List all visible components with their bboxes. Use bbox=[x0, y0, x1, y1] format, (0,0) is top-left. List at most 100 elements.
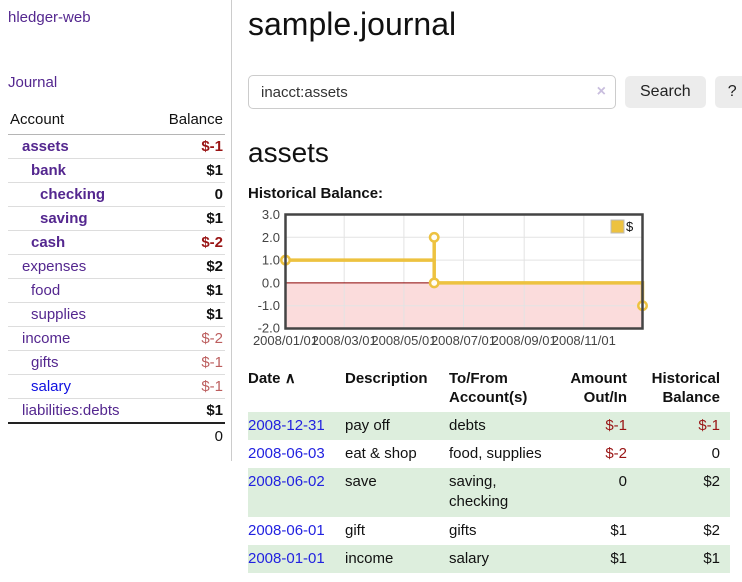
register-table: Date ∧ Description To/From Account(s) Am… bbox=[248, 368, 730, 573]
transaction-date-link[interactable]: 2008-06-03 bbox=[248, 445, 325, 462]
account-row-cash: cash $-2 bbox=[8, 231, 225, 255]
balance-column-header: Balance bbox=[151, 107, 225, 135]
transaction-description: eat & shop bbox=[345, 440, 449, 468]
transaction-amount: $-1 bbox=[557, 412, 637, 440]
x-axis-labels: 2008/01/01 2008/03/01 2008/05/01 2008/07… bbox=[253, 333, 616, 348]
account-balance: $1 bbox=[151, 279, 225, 303]
svg-text:2008/11/01: 2008/11/01 bbox=[552, 333, 616, 348]
svg-text:-1.0: -1.0 bbox=[258, 298, 280, 313]
transaction-description: income bbox=[345, 545, 449, 573]
transaction-date-link[interactable]: 2008-06-02 bbox=[248, 473, 325, 490]
register-row: 2008-12-31 pay off debts $-1 $-1 bbox=[248, 412, 730, 440]
account-link-saving[interactable]: saving bbox=[40, 210, 88, 227]
sort-ascending-icon: ∧ bbox=[285, 370, 296, 387]
chart-legend: $ bbox=[611, 219, 634, 234]
transaction-accounts: food, supplies bbox=[449, 440, 557, 468]
account-link-income[interactable]: income bbox=[22, 330, 70, 347]
account-link-salary[interactable]: salary bbox=[31, 378, 71, 395]
transaction-balance: $2 bbox=[637, 517, 730, 545]
svg-text:2008/09/01: 2008/09/01 bbox=[492, 333, 557, 348]
account-balance: $2 bbox=[151, 255, 225, 279]
transaction-amount: 0 bbox=[557, 468, 637, 517]
transaction-accounts: debts bbox=[449, 412, 557, 440]
transaction-date-link[interactable]: 2008-01-01 bbox=[248, 550, 325, 567]
account-link-bank[interactable]: bank bbox=[31, 162, 66, 179]
search-form: × Search ? bbox=[248, 75, 742, 109]
clear-search-icon[interactable]: × bbox=[597, 82, 606, 102]
amount-column-header: Amount Out/In bbox=[557, 368, 637, 412]
search-input[interactable] bbox=[248, 75, 616, 109]
app-title-link[interactable]: hledger-web bbox=[8, 9, 225, 26]
accounts-table: Account Balance assets $-1 bank $1 check… bbox=[8, 107, 225, 449]
main-content: sample.journal × Search ? assets Histori… bbox=[232, 0, 742, 573]
historical-balance-chart: $ 3.0 2.0 1.0 0.0 -1.0 -2.0 2008/01/01 2… bbox=[248, 210, 742, 352]
account-row-checking: checking 0 bbox=[8, 183, 225, 207]
accounts-total-row: 0 bbox=[8, 423, 225, 449]
transaction-description: pay off bbox=[345, 412, 449, 440]
account-row-assets: assets $-1 bbox=[8, 135, 225, 159]
page: hledger-web Journal Account Balance asse… bbox=[0, 0, 742, 573]
svg-text:1.0: 1.0 bbox=[262, 253, 280, 268]
account-row-food: food $1 bbox=[8, 279, 225, 303]
account-row-salary: salary $-1 bbox=[8, 375, 225, 399]
account-link-gifts[interactable]: gifts bbox=[31, 354, 59, 371]
svg-text:2.0: 2.0 bbox=[262, 230, 280, 245]
account-link-assets[interactable]: assets bbox=[22, 138, 69, 155]
transaction-accounts: salary bbox=[449, 545, 557, 573]
transaction-balance: 0 bbox=[637, 440, 730, 468]
search-box: × bbox=[248, 75, 616, 109]
description-column-header: Description bbox=[345, 368, 449, 412]
transaction-accounts: saving, checking bbox=[449, 468, 557, 517]
account-balance: $-2 bbox=[151, 327, 225, 351]
transaction-balance: $1 bbox=[637, 545, 730, 573]
account-balance: $-1 bbox=[151, 375, 225, 399]
account-row-income: income $-2 bbox=[8, 327, 225, 351]
account-row-bank: bank $1 bbox=[8, 159, 225, 183]
account-row-supplies: supplies $1 bbox=[8, 303, 225, 327]
account-balance: $-1 bbox=[151, 135, 225, 159]
account-balance: $1 bbox=[151, 159, 225, 183]
sidebar: hledger-web Journal Account Balance asse… bbox=[0, 0, 232, 461]
transaction-date-link[interactable]: 2008-12-31 bbox=[248, 417, 325, 434]
transaction-accounts: gifts bbox=[449, 517, 557, 545]
register-row: 2008-06-01 gift gifts $1 $2 bbox=[248, 517, 730, 545]
transaction-balance: $2 bbox=[637, 468, 730, 517]
search-help-button[interactable]: ? bbox=[715, 76, 742, 108]
account-balance: $1 bbox=[151, 399, 225, 424]
y-axis-labels: 3.0 2.0 1.0 0.0 -1.0 -2.0 bbox=[258, 210, 280, 336]
transaction-amount: $1 bbox=[557, 545, 637, 573]
page-title: sample.journal bbox=[248, 6, 742, 43]
accounts-column-header: To/From Account(s) bbox=[449, 368, 557, 412]
legend-label: $ bbox=[626, 219, 634, 234]
transaction-description: gift bbox=[345, 517, 449, 545]
account-link-food[interactable]: food bbox=[31, 282, 60, 299]
search-button[interactable]: Search bbox=[625, 76, 706, 108]
transaction-amount: $-2 bbox=[557, 440, 637, 468]
svg-text:2008/05/01: 2008/05/01 bbox=[371, 333, 436, 348]
account-row-expenses: expenses $2 bbox=[8, 255, 225, 279]
transaction-amount: $1 bbox=[557, 517, 637, 545]
transaction-description: save bbox=[345, 468, 449, 517]
transaction-balance: $-1 bbox=[637, 412, 730, 440]
account-link-cash[interactable]: cash bbox=[31, 234, 65, 251]
account-heading: assets bbox=[248, 137, 742, 169]
account-column-header: Account bbox=[8, 107, 151, 135]
chart-title: Historical Balance: bbox=[248, 185, 742, 202]
date-column-header[interactable]: Date ∧ bbox=[248, 368, 345, 412]
account-link-liabilities-debts[interactable]: liabilities:debts bbox=[22, 402, 120, 419]
accounts-total: 0 bbox=[151, 423, 225, 449]
account-link-expenses[interactable]: expenses bbox=[22, 258, 86, 275]
svg-text:0.0: 0.0 bbox=[262, 275, 280, 290]
account-balance: 0 bbox=[151, 183, 225, 207]
svg-text:2008/03/01: 2008/03/01 bbox=[312, 333, 377, 348]
account-link-supplies[interactable]: supplies bbox=[31, 306, 86, 323]
account-link-checking[interactable]: checking bbox=[40, 186, 105, 203]
chart-svg: $ 3.0 2.0 1.0 0.0 -1.0 -2.0 2008/01/01 2… bbox=[248, 210, 710, 352]
sidebar-item-journal[interactable]: Journal bbox=[8, 74, 225, 91]
account-balance: $-2 bbox=[151, 231, 225, 255]
transaction-date-link[interactable]: 2008-06-01 bbox=[248, 522, 325, 539]
register-row: 2008-06-03 eat & shop food, supplies $-2… bbox=[248, 440, 730, 468]
svg-text:3.0: 3.0 bbox=[262, 210, 280, 222]
register-header-row: Date ∧ Description To/From Account(s) Am… bbox=[248, 368, 730, 412]
account-balance: $1 bbox=[151, 207, 225, 231]
